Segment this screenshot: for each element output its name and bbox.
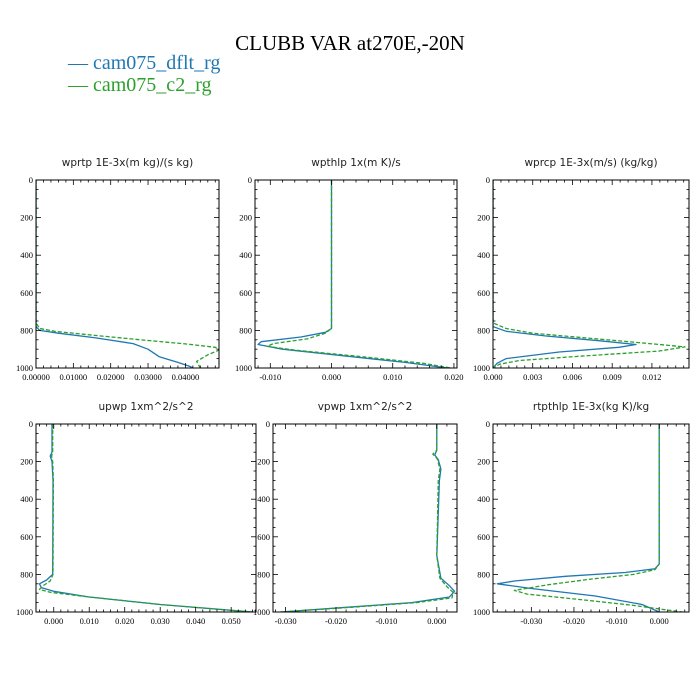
y-tick-label: 0 xyxy=(248,175,252,185)
x-tick-label: 0.050 xyxy=(222,616,241,626)
y-tick-label: 600 xyxy=(257,532,270,542)
y-tick-label: 1000 xyxy=(253,607,270,617)
panel-title: upwp 1xm^2/s^2 xyxy=(99,401,194,413)
series-line-2 xyxy=(513,424,683,612)
plot-frame xyxy=(254,179,458,369)
x-tick-label: 0.010 xyxy=(80,616,99,626)
panel-1: wprtp 1E-3x(m kg)/(s kg) 0 200 400 600 800 100… xyxy=(16,157,220,382)
x-tick-label: 0.000 xyxy=(322,372,341,382)
y-tick-label: 1000 xyxy=(473,607,490,617)
x-tick-label: 0.000 xyxy=(44,616,63,626)
y-tick-label: 200 xyxy=(477,213,490,223)
plot-frame xyxy=(35,179,220,369)
panel-title: vpwp 1xm^2/s^2 xyxy=(318,401,413,413)
x-tick-label: 0.01000 xyxy=(60,372,88,382)
series-line-1 xyxy=(496,424,660,612)
panel-3: wprcp 1E-3x(m/s) (kg/kg) 0 200 400 600 800 100… xyxy=(473,157,690,382)
series-line-2 xyxy=(493,180,686,368)
panel-6: rtpthlp 1E-3x(kg K)/kg 0 200 400 600 800 1000 -… xyxy=(473,401,690,626)
panel-4: upwp 1xm^2/s^2 0 200 400 600 800 1000 0.000 0.01… xyxy=(16,401,257,626)
x-tick-label: 0.010 xyxy=(383,372,402,382)
y-tick-label: 400 xyxy=(239,250,252,260)
y-tick-label: 200 xyxy=(477,457,490,467)
series-line-1 xyxy=(257,180,448,368)
y-tick-label: 800 xyxy=(20,325,33,335)
series-line-2 xyxy=(266,180,452,368)
y-tick-label: 600 xyxy=(477,288,490,298)
y-tick-label: 600 xyxy=(20,532,33,542)
x-tick-label: 0.00000 xyxy=(22,372,50,382)
x-tick-label: 0.006 xyxy=(563,372,582,382)
x-tick-label: -0.030 xyxy=(275,616,297,626)
y-tick-label: 1000 xyxy=(16,607,33,617)
y-tick-label: 800 xyxy=(257,569,270,579)
y-tick-label: 400 xyxy=(477,250,490,260)
y-tick-label: 200 xyxy=(239,213,252,223)
y-tick-label: 200 xyxy=(20,457,33,467)
y-tick-label: 200 xyxy=(257,457,270,467)
y-tick-label: 800 xyxy=(239,325,252,335)
panel-2: wpthlp 1x(m K)/s 0 200 400 600 800 1000 -0.010 0… xyxy=(235,157,464,382)
x-tick-label: -0.030 xyxy=(520,616,542,626)
y-tick-label: 1000 xyxy=(16,363,33,373)
x-tick-label: 0.012 xyxy=(642,372,661,382)
x-tick-label: 0.000 xyxy=(483,372,502,382)
panel-title: rtpthlp 1E-3x(kg K)/kg xyxy=(533,401,649,413)
x-tick-label: 0.04000 xyxy=(172,372,200,382)
x-tick-label: 0.020 xyxy=(444,372,463,382)
panel-title: wprcp 1E-3x(m/s) (kg/kg) xyxy=(524,157,657,169)
y-tick-label: 600 xyxy=(239,288,252,298)
series-line-1 xyxy=(493,180,637,368)
series-line-2 xyxy=(280,424,454,612)
y-tick-label: 0 xyxy=(266,419,270,429)
y-tick-label: 0 xyxy=(29,419,33,429)
y-tick-label: 0 xyxy=(486,175,490,185)
x-tick-label: -0.010 xyxy=(375,616,397,626)
x-tick-label: -0.020 xyxy=(563,616,585,626)
y-tick-label: 600 xyxy=(477,532,490,542)
y-tick-label: 800 xyxy=(477,325,490,335)
x-tick-label: -0.010 xyxy=(259,372,281,382)
legend: — cam075_dflt_rg — cam075_c2_rg xyxy=(67,52,220,96)
y-tick-label: 1000 xyxy=(473,363,490,373)
x-tick-label: 0.030 xyxy=(151,616,170,626)
y-tick-label: 1000 xyxy=(235,363,252,373)
y-tick-label: 400 xyxy=(20,494,33,504)
panels: wprtp 1E-3x(m kg)/(s kg) 0 200 400 600 800 100… xyxy=(16,157,690,626)
series-line-1 xyxy=(38,424,253,612)
series-line-2 xyxy=(36,180,219,368)
figure-title: CLUBB VAR at270E,-20N xyxy=(235,31,465,55)
y-tick-label: 600 xyxy=(20,288,33,298)
panel-title: wpthlp 1x(m K)/s xyxy=(311,157,401,169)
y-tick-label: 400 xyxy=(20,250,33,260)
series-line-1 xyxy=(280,424,456,612)
y-tick-label: 800 xyxy=(477,569,490,579)
x-tick-label: -0.020 xyxy=(325,616,347,626)
x-tick-label: -0.010 xyxy=(606,616,628,626)
x-tick-label: 0.003 xyxy=(523,372,542,382)
x-tick-label: 0.03000 xyxy=(134,372,162,382)
x-tick-label: 0.000 xyxy=(427,616,446,626)
y-tick-label: 0 xyxy=(486,419,490,429)
y-tick-label: 0 xyxy=(29,175,33,185)
x-tick-label: 0.020 xyxy=(115,616,134,626)
plot-frame xyxy=(35,423,257,613)
series-line-2 xyxy=(38,424,253,612)
x-tick-label: 0.02000 xyxy=(97,372,125,382)
x-tick-label: 0.000 xyxy=(650,616,669,626)
y-tick-label: 400 xyxy=(257,494,270,504)
plot-frame xyxy=(272,423,458,613)
panel-title: wprtp 1E-3x(m kg)/(s kg) xyxy=(62,157,193,169)
panel-5: vpwp 1xm^2/s^2 0 200 400 600 800 1000 -0.030 -0.… xyxy=(253,401,458,626)
y-tick-label: 800 xyxy=(20,569,33,579)
y-tick-label: 200 xyxy=(20,213,33,223)
y-tick-label: 400 xyxy=(477,494,490,504)
x-tick-label: 0.040 xyxy=(186,616,205,626)
series-line-1 xyxy=(36,180,194,368)
x-tick-label: 0.009 xyxy=(603,372,622,382)
legend-entry-c2: — cam075_c2_rg xyxy=(67,74,212,96)
legend-entry-dflt: — cam075_dflt_rg xyxy=(67,52,220,74)
